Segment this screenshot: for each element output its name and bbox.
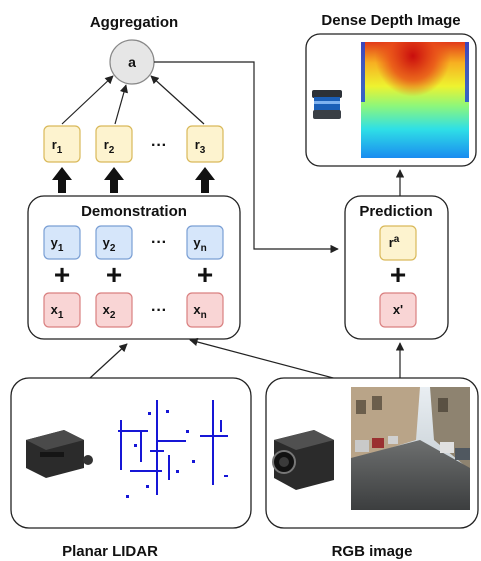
rgb-camera-icon — [272, 430, 334, 490]
thick-arrow-3 — [195, 167, 215, 193]
svg-text:yn: yn — [193, 235, 206, 254]
rgb-street-photo — [351, 387, 470, 510]
svg-text:x1: x1 — [51, 302, 64, 321]
lidar-sensor-icon — [312, 90, 342, 119]
r2-sub: 2 — [109, 145, 115, 156]
r-node-1: r1 — [43, 125, 81, 163]
svg-text:r3: r3 — [195, 137, 206, 156]
xn-sub: n — [201, 310, 207, 321]
svg-text:xn: xn — [193, 302, 206, 321]
prediction-x-label: x' — [393, 302, 403, 317]
aggregation-node: a — [109, 39, 155, 85]
r-node-2: r2 — [95, 125, 133, 163]
prediction-box — [344, 195, 449, 340]
prediction-plus: + — [390, 259, 406, 290]
prediction-x-node: x' — [379, 292, 417, 328]
planar-lidar-label: Planar LIDAR — [62, 543, 158, 560]
r2-main: r — [104, 137, 109, 152]
depth-image — [361, 42, 469, 158]
ra-sup: a — [394, 234, 400, 245]
svg-text:y2: y2 — [103, 235, 116, 254]
plus-1: + — [54, 259, 70, 290]
prediction-r-node: ra — [379, 225, 417, 261]
arrow-r2-to-a — [114, 84, 128, 125]
lidar-scan-points — [118, 400, 228, 498]
yn-sub: n — [201, 243, 207, 254]
arrow-rgb-to-demo — [189, 337, 357, 385]
y-ellipsis: ··· — [151, 234, 167, 251]
svg-text:y1: y1 — [51, 235, 64, 254]
x1-main: x — [51, 302, 59, 317]
svg-text:ra: ra — [389, 234, 400, 250]
x-node-1: x1 — [43, 292, 81, 328]
demonstration-title: Demonstration — [81, 203, 187, 220]
thick-arrow-2 — [104, 167, 124, 193]
y2-main: y — [103, 235, 111, 250]
planar-lidar-device-icon — [26, 430, 93, 478]
aggregation-node-label: a — [128, 54, 136, 70]
r3-main: r — [195, 137, 200, 152]
rgb-image-label: RGB image — [332, 543, 413, 560]
ra-main: r — [389, 235, 394, 250]
dense-depth-title: Dense Depth Image — [321, 12, 460, 29]
x1-sub: 1 — [58, 310, 64, 321]
x-ellipsis: ··· — [151, 302, 167, 319]
svg-text:r2: r2 — [104, 137, 115, 156]
x2-main: x — [103, 302, 111, 317]
x2-sub: 2 — [110, 310, 116, 321]
arrow-aggregation-to-prediction — [154, 61, 339, 254]
plus-3: + — [197, 259, 213, 290]
y1-main: y — [51, 235, 59, 250]
x-node-2: x2 — [95, 292, 133, 328]
svg-text:x2: x2 — [103, 302, 116, 321]
thick-arrow-1 — [52, 167, 72, 193]
svg-text:r1: r1 — [52, 137, 63, 156]
r3-sub: 3 — [200, 145, 206, 156]
y-node-1: y1 — [43, 225, 81, 260]
r1-main: r — [52, 137, 57, 152]
aggregation-title: Aggregation — [90, 14, 178, 31]
y-node-2: y2 — [95, 225, 133, 260]
y2-sub: 2 — [110, 243, 116, 254]
r-node-3: r3 — [186, 125, 224, 163]
y-node-n: yn — [186, 225, 224, 260]
plus-2: + — [106, 259, 122, 290]
xn-main: x — [193, 302, 201, 317]
arrow-r3-to-a — [150, 75, 205, 125]
y1-sub: 1 — [58, 243, 64, 254]
x-node-n: xn — [186, 292, 224, 328]
r1-sub: 1 — [57, 145, 63, 156]
lidar-input-box — [10, 377, 252, 529]
prediction-title: Prediction — [359, 203, 432, 220]
arrow-lidar-to-demo-left — [89, 343, 128, 379]
yn-main: y — [193, 235, 201, 250]
arrow-r1-to-a — [61, 75, 114, 125]
r-ellipsis: ··· — [151, 137, 167, 154]
